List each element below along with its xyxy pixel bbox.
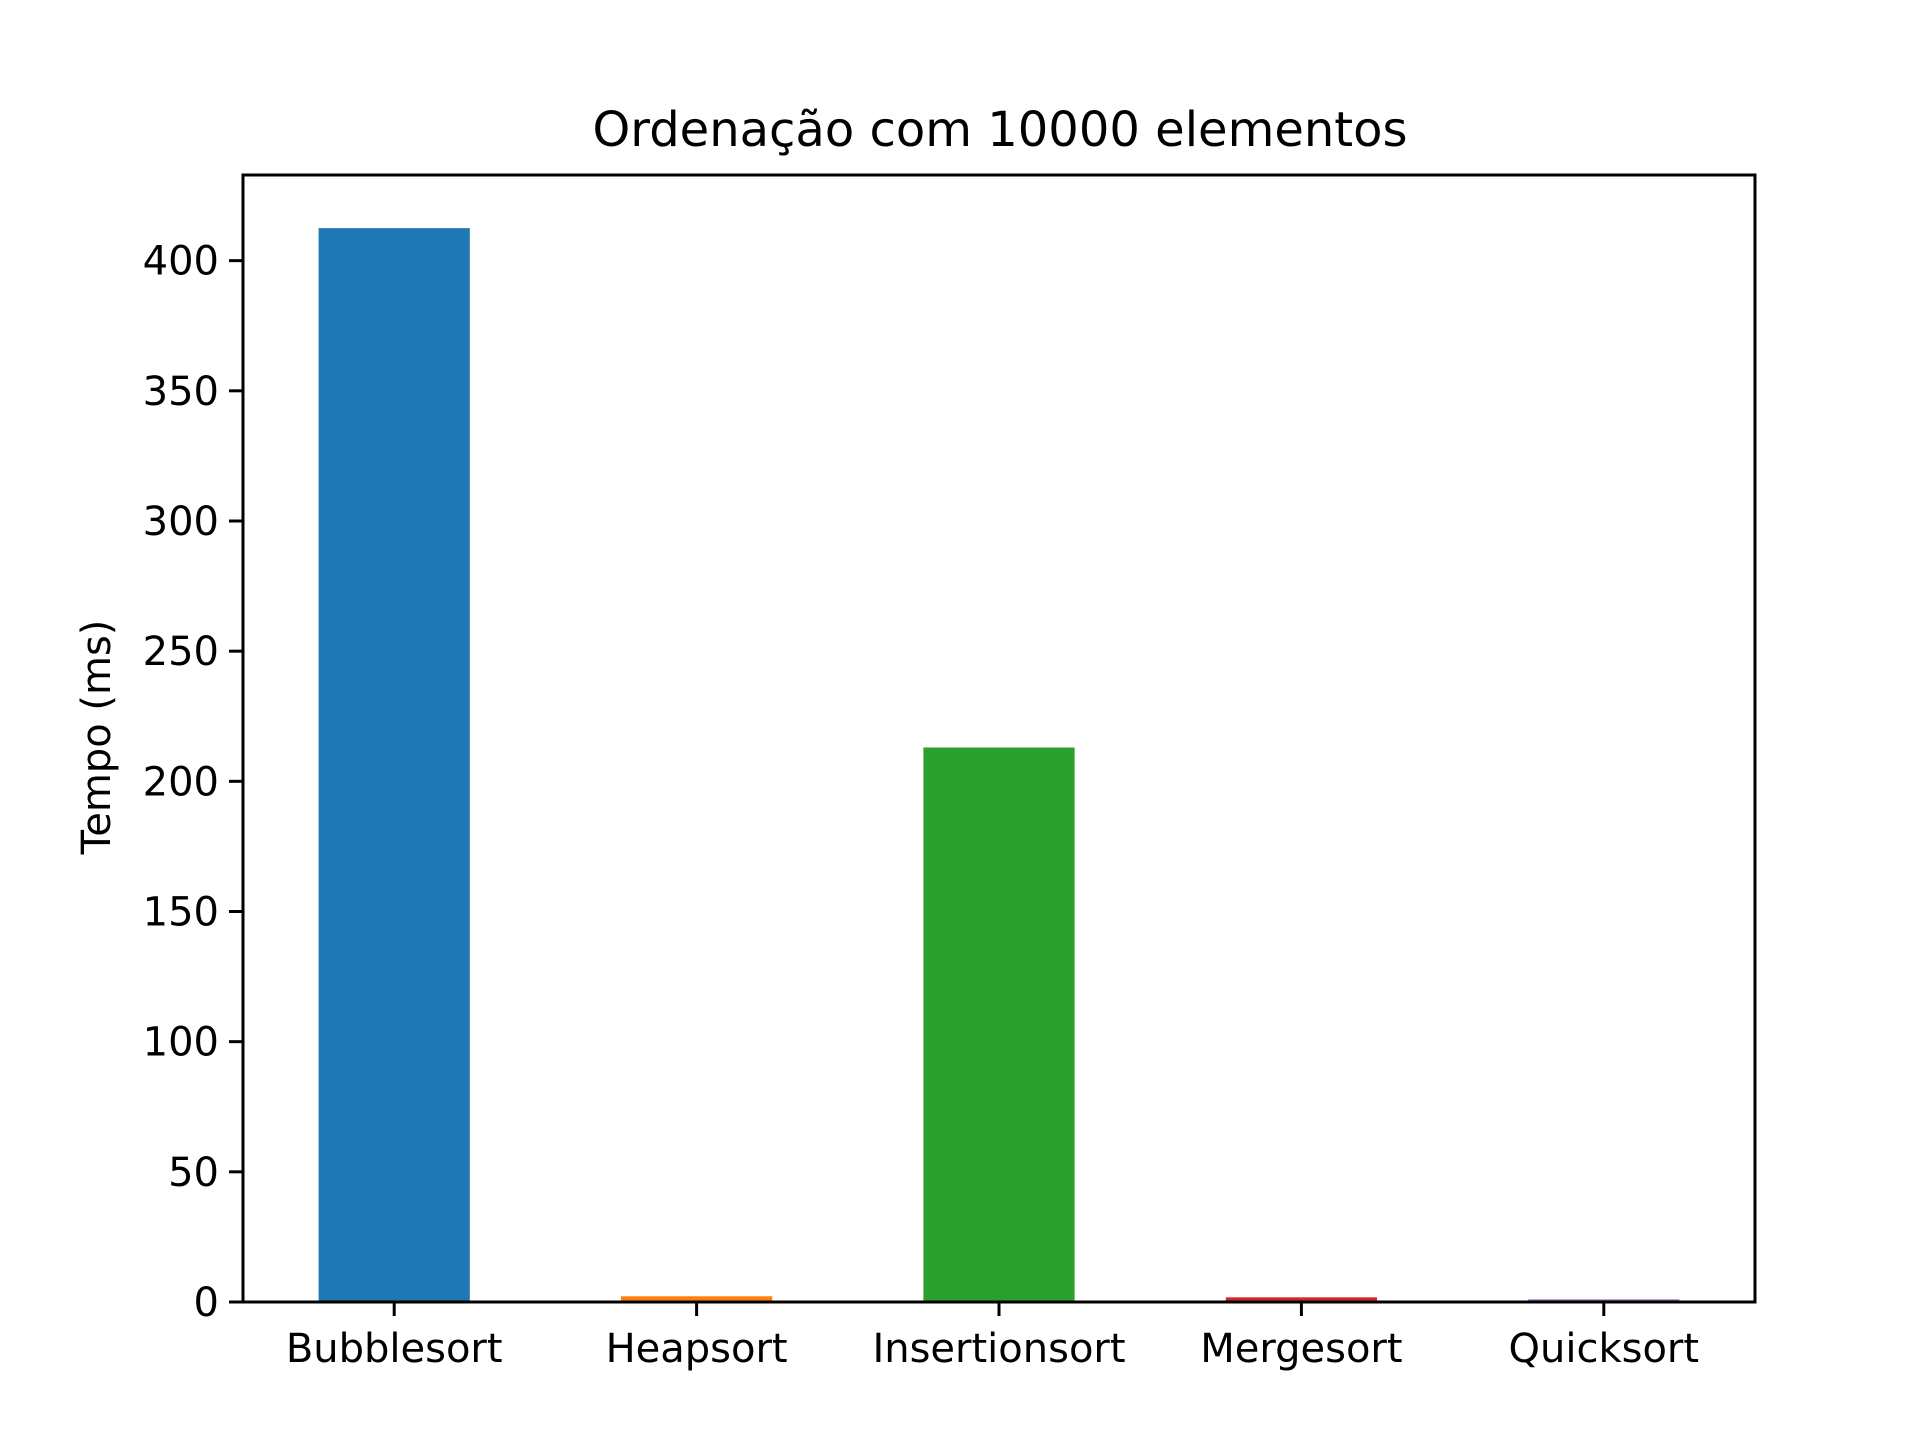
y-tick-label: 50 — [168, 1150, 219, 1196]
x-tick-label: Mergesort — [1200, 1326, 1402, 1372]
y-tick-label: 300 — [143, 499, 219, 545]
y-tick-label: 100 — [143, 1020, 219, 1066]
x-tick-label: Heapsort — [606, 1326, 788, 1372]
bar-insertionsort — [923, 747, 1075, 1302]
x-tick-label: Bubblesort — [286, 1326, 503, 1372]
bar-heapsort — [621, 1296, 773, 1302]
bar-mergesort — [1225, 1297, 1377, 1302]
x-axis-ticks: Bubblesort Heapsort Insertionsort Mergesort… — [286, 1302, 1699, 1372]
plot-area-frame — [241, 173, 1757, 1304]
bars-layer — [318, 228, 1680, 1303]
y-tick-label: 200 — [143, 759, 219, 805]
bar-bubblesort — [318, 228, 470, 1303]
x-tick-label: Insertionsort — [872, 1326, 1125, 1372]
x-tick-label: Quicksort — [1509, 1326, 1700, 1372]
y-axis-ticks: 0 50 100 150 200 250 300 350 400 — [143, 239, 243, 1326]
y-tick-label: 250 — [143, 629, 219, 675]
y-tick-label: 150 — [143, 889, 219, 935]
y-tick-label: 0 — [194, 1280, 219, 1326]
y-axis-label: Tempo (ms) — [74, 620, 120, 856]
y-tick-label: 350 — [143, 369, 219, 415]
y-tick-label: 400 — [143, 239, 219, 285]
chart-title: Ordenação com 10000 elementos — [593, 102, 1408, 158]
